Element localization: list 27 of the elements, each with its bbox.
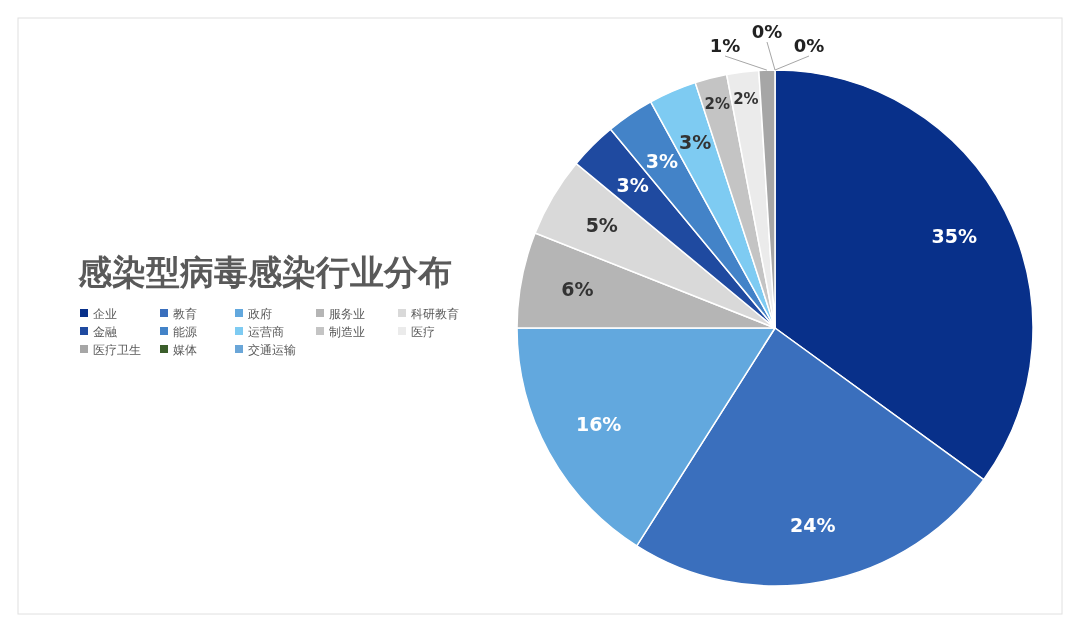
legend-label: 医疗 [411,325,435,339]
legend-label: 企业 [93,307,117,321]
data-label: 16% [575,412,622,435]
legend-label: 能源 [173,325,197,339]
data-label: 3% [616,173,649,196]
legend-label: 政府 [248,307,272,321]
legend-label: 交通运输 [248,343,296,357]
text: 0% [793,35,825,56]
data-label: 6% [561,278,594,301]
data-label: 5% [585,213,618,236]
legend-label: 运营商 [248,325,284,339]
data-label: 3% [645,149,679,172]
data-label: 2% [733,89,759,108]
legend-label: 媒体 [173,343,197,357]
data-label: 35% [931,224,978,247]
data-label: 1% [709,35,741,56]
legend-label: 医疗卫生 [93,343,141,357]
legend-label: 科研教育 [411,307,459,321]
data-label: 3% [678,131,712,154]
data-label: 2% [704,95,730,114]
text: 感染型病毒感染行业分布 [77,252,452,292]
text: 0% [751,21,783,42]
data-label: 24% [789,513,836,536]
legend-label: 教育 [173,307,197,321]
legend-label: 服务业 [329,307,365,321]
legend-label: 金融 [93,325,117,339]
legend-label: 制造业 [329,325,365,339]
